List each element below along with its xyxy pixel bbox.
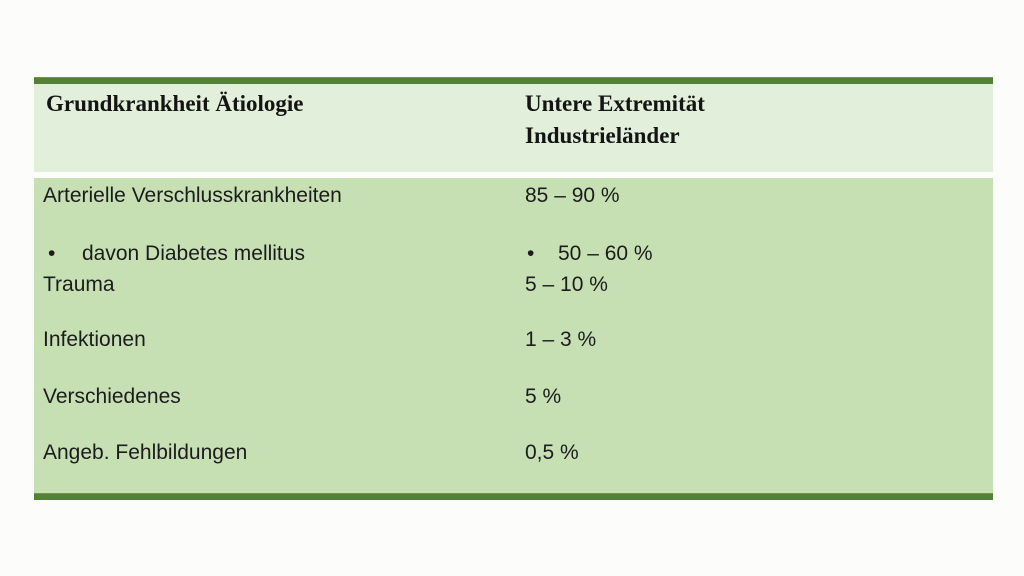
- table-body: Arterielle Verschlusskrankheiten 85 – 90…: [34, 178, 993, 493]
- header-cell-etiology: Grundkrankheit Ätiologie: [46, 91, 304, 116]
- table-row: Infektionen 1 – 3 %: [34, 327, 993, 353]
- header-region-line1: Untere Extremität: [525, 91, 705, 116]
- row-label: Arterielle Verschlusskrankheiten: [43, 184, 342, 207]
- table-row: • davon Diabetes mellitus • 50 – 60 %: [34, 241, 993, 267]
- table-top-border: [34, 77, 993, 84]
- row-label: davon Diabetes mellitus: [82, 242, 305, 265]
- row-value: 1 – 3 %: [525, 328, 597, 351]
- row-value: 85 – 90 %: [525, 184, 620, 207]
- header-body-divider: [34, 172, 993, 178]
- bullet-icon: •: [48, 242, 56, 265]
- table-row: Angeb. Fehlbildungen 0,5 %: [34, 440, 993, 466]
- header-cell-region: Untere Extremität Industrieländer: [525, 88, 705, 152]
- table-row: Arterielle Verschlusskrankheiten 85 – 90…: [34, 183, 993, 209]
- row-label: Infektionen: [43, 328, 146, 351]
- table-bottom-border: [34, 493, 993, 500]
- row-value: 5 %: [525, 385, 562, 408]
- table-row: Verschiedenes 5 %: [34, 384, 993, 410]
- table-row: Trauma 5 – 10 %: [34, 272, 993, 298]
- header-region-line2: Industrieländer: [525, 123, 680, 148]
- row-value: 50 – 60 %: [558, 242, 653, 265]
- row-label: Angeb. Fehlbildungen: [43, 441, 248, 464]
- row-value: 0,5 %: [525, 441, 579, 464]
- row-label: Verschiedenes: [43, 385, 181, 408]
- row-label: Trauma: [43, 273, 115, 296]
- row-value: 5 – 10 %: [525, 273, 608, 296]
- bullet-icon: •: [527, 242, 535, 265]
- table-header-row: Grundkrankheit Ätiologie Untere Extremit…: [34, 84, 993, 172]
- etiology-table: Grundkrankheit Ätiologie Untere Extremit…: [34, 77, 993, 500]
